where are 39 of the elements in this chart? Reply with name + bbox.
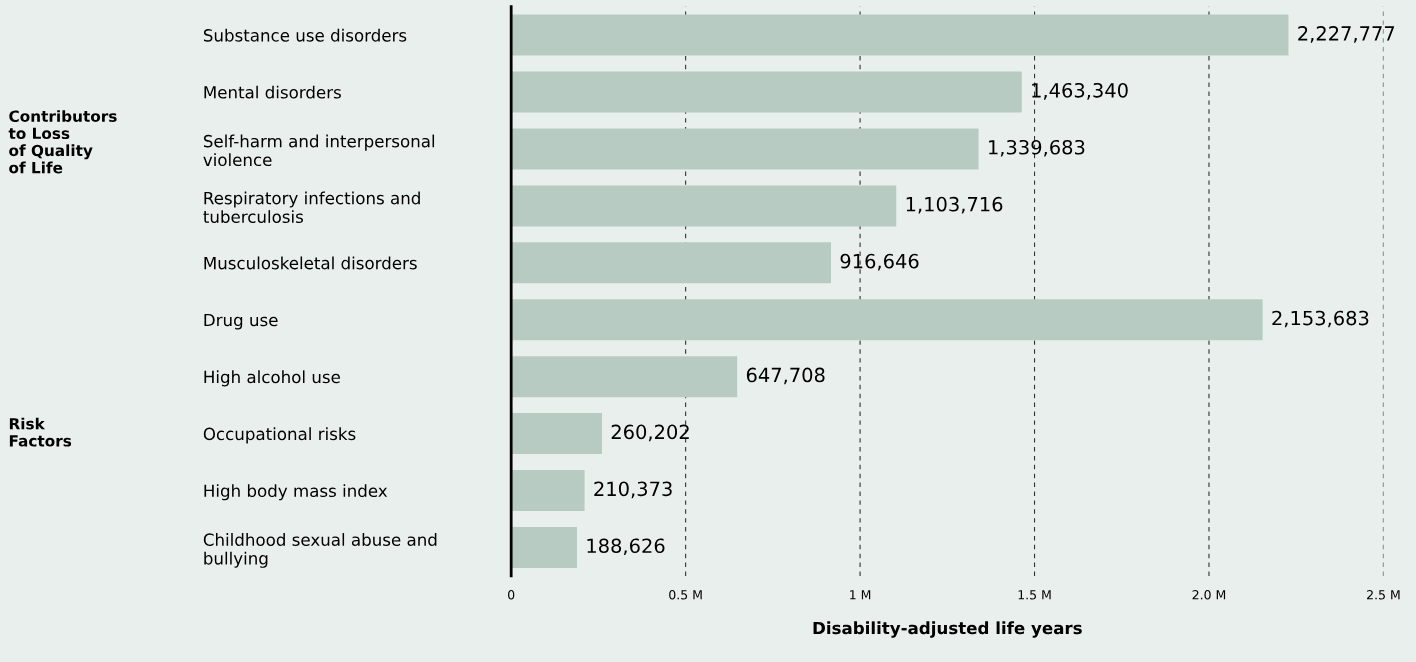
data-label: 1,103,716 (906, 196, 1003, 214)
x-tick-label: 1 M (850, 590, 871, 600)
y-tick-label: Drug use (204, 313, 278, 330)
y-tick-label: Self-harm and interpersonal violence (203, 134, 435, 167)
bar (511, 356, 738, 398)
data-label: 2,227,777 (1298, 26, 1395, 43)
bar (511, 185, 897, 227)
y-tick-label: Substance use disorders (203, 28, 407, 42)
y-tick-label: Musculoskeletal disorders (204, 256, 417, 270)
data-label: 260,202 (611, 424, 689, 442)
bar (511, 242, 831, 284)
data-label: 188,626 (587, 538, 665, 556)
data-label: 2,153,683 (1272, 310, 1369, 328)
data-label: 1,339,683 (989, 139, 1085, 157)
y-tick-label: Childhood sexual abuse and bullying (203, 533, 437, 568)
x-tick-label: 1.5 M (1018, 590, 1051, 600)
x-tick-label: 2.5 M (1367, 590, 1400, 600)
y-tick-label: Mental disorders (204, 85, 341, 99)
data-label: 916,646 (840, 253, 919, 271)
x-tick-label: 0 (508, 590, 515, 600)
y-tick-label: Occupational risks (203, 427, 356, 444)
bar (511, 470, 585, 512)
data-label: 647,708 (746, 367, 825, 385)
bar (511, 299, 1263, 341)
bar (511, 128, 979, 170)
data-label: 1,463,340 (1032, 82, 1128, 100)
bar (511, 526, 577, 568)
x-axis-title: Disability-adjusted life years (813, 621, 1082, 638)
y-tick-label: High alcohol use (204, 370, 340, 387)
text: Risk Factors (9, 417, 72, 447)
x-tick-label: 0.5 M (669, 590, 702, 600)
x-tick-label: 2.0 M (1192, 590, 1226, 600)
y-tick-label: Respiratory infections and tuberculosis (203, 191, 420, 224)
bar (511, 413, 602, 455)
y-tick-label: High body mass index (204, 484, 388, 501)
bar (511, 71, 1022, 113)
data-label: 210,373 (594, 481, 672, 499)
bar (511, 14, 1289, 56)
text: Contributors to Loss of Quality of Life (8, 110, 117, 174)
